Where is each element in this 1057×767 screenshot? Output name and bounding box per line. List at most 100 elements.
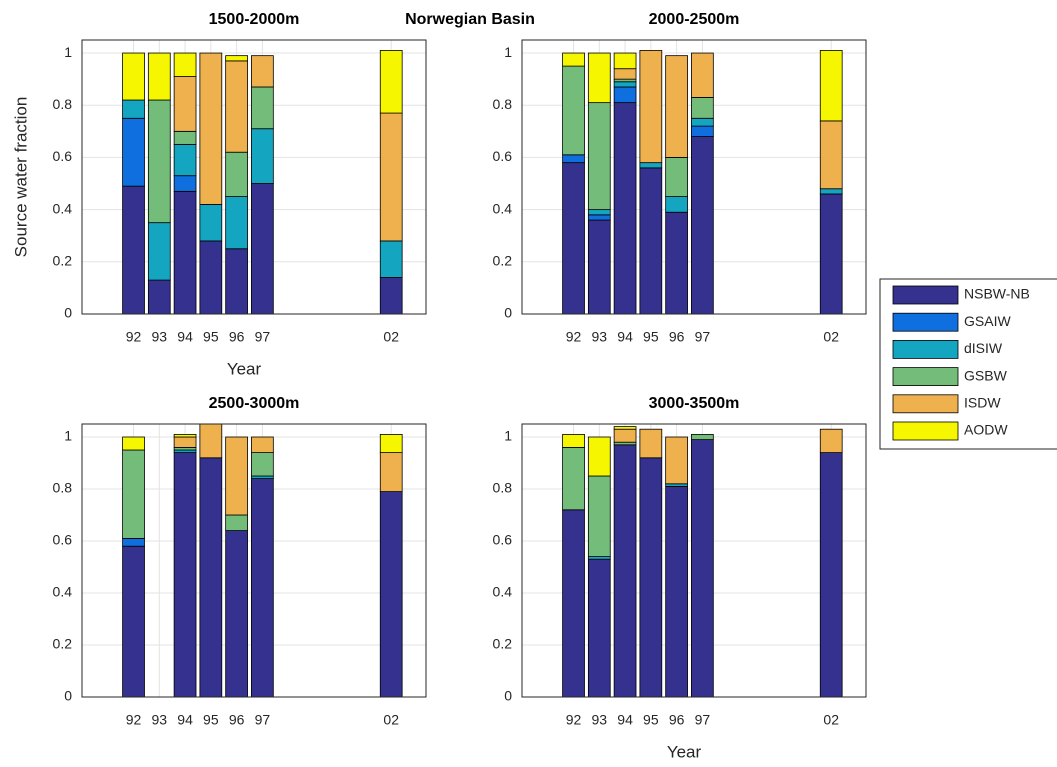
y-tick-label: 0.2 [53,636,73,652]
bar-segment [665,436,688,485]
bar-segment [225,151,248,197]
bar-segment [225,436,248,516]
bar-segment [587,209,611,216]
x-tick-label: 96 [669,712,685,728]
bar-segment [225,530,248,697]
x-tick-label: 94 [617,329,633,345]
legend-label: GSAIW [964,313,1011,329]
bar-segment [665,55,688,158]
bar-segment [587,475,611,557]
x-tick-label: 92 [126,712,142,728]
chart-title: 2000-2500m [649,11,740,28]
bar-segment [613,426,637,430]
chart-title: 2500-3000m [209,395,300,412]
bar-segment [225,196,248,250]
y-tick-label: 0.8 [53,96,73,112]
bar-segment [379,452,403,493]
bar-segment [379,277,403,314]
bar-segment [613,86,637,104]
bar-segment [122,117,145,187]
legend-label: AODW [964,422,1008,438]
y-tick-label: 1 [64,44,72,60]
bar-segment [587,52,611,104]
x-tick-label: 94 [177,329,193,345]
x-tick-label: 95 [643,329,659,345]
bar-segment [587,102,611,211]
axes: 0 0.2 0.4 0.6 0.8 1 92 93 94 95 96 97 02 2500-3000m [53,395,427,728]
legend-box [879,278,1057,450]
bar-segment [173,143,197,177]
bar-segment [691,125,714,137]
legend-swatch [892,339,959,359]
y-tick-label: 0.2 [493,636,513,652]
x-tick-label: 02 [383,329,399,345]
bar-segment [251,478,274,697]
x-tick-label: 92 [566,712,582,728]
y-tick-label: 0.4 [493,200,513,216]
x-tick-label: 02 [383,712,399,728]
bar-segment [587,436,611,477]
y-tick-label: 0.2 [53,253,73,269]
axes: 0 0.2 0.4 0.6 0.8 1 92 93 94 95 96 97 02 1500-2000m So… [11,11,427,378]
bar-segment [587,219,611,314]
bar-segment [819,452,843,697]
chart-title: 3000-3500m [649,395,740,412]
bar-segment [639,167,663,314]
axes-box [521,39,867,315]
y-tick-label: 0.8 [53,480,73,496]
legend: NSBW-NB GSAIW dISIW GSBW ISDW AODW [879,278,1057,450]
bar-segment [691,97,714,119]
bar-segment [613,428,637,443]
bar-segment [173,433,197,438]
bar-segment [225,55,248,62]
bar-segment [251,183,274,314]
x-tick-label: 92 [566,329,582,345]
bar-segment [613,444,637,697]
x-tick-label: 93 [592,712,608,728]
x-tick-label: 94 [617,712,633,728]
bar-segment [225,248,248,314]
bar-segment [122,52,145,101]
bar-segment [562,65,585,156]
bar-segment [147,279,171,314]
bar-segment [122,436,145,451]
bar-segment [691,439,714,697]
x-tick-label: 02 [823,712,839,728]
bars [562,50,843,314]
y-tick-label: 0.6 [53,532,73,548]
bar-segment [225,514,248,532]
bar-segment [379,491,403,697]
bar-segment [251,436,274,454]
y-tick-label: 1 [504,44,512,60]
bar-segment [819,193,843,314]
y-tick-label: 0 [64,305,72,321]
bar-segment [122,185,145,314]
bar-segment [587,214,611,221]
bar-segment [639,457,663,697]
legend-swatch [892,367,959,387]
bar-segment [379,112,403,242]
bar-segment [639,162,663,169]
x-tick-label: 02 [823,329,839,345]
bar-segment [173,452,197,697]
x-tick-label: 95 [203,712,219,728]
x-axis-label: Year [227,359,262,378]
y-tick-label: 0.6 [53,148,73,164]
x-tick-label: 95 [643,712,659,728]
bar-segment [613,68,637,80]
y-tick-label: 0 [64,688,72,704]
y-tick-label: 1 [64,428,72,444]
bar-segment [173,130,197,145]
bar-segment [613,102,637,314]
bar-segment [199,424,223,459]
legend-swatch [892,285,959,305]
bar-segment [147,52,171,101]
y-axis-label: Source water fraction [11,97,30,258]
bar-segment [819,50,843,122]
bar-segment [173,52,197,77]
bar-segment [199,52,223,205]
bar-segment [562,154,585,164]
y-tick-label: 0.4 [53,200,73,216]
legend-swatch [892,421,959,441]
